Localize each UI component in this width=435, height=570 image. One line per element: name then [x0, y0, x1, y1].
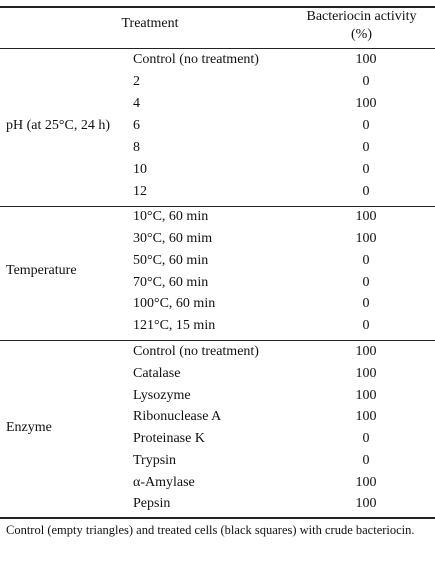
table-row-value: 0 [362, 318, 370, 333]
table-row-label: 30°C, 60 mim [133, 231, 213, 246]
table-row-label: 8 [133, 140, 140, 155]
table-row-value: 100 [355, 388, 377, 403]
table-row-label: Ribonuclease A [133, 409, 222, 424]
table-row-label: 100°C, 60 min [133, 296, 216, 311]
table-bottom-rule [0, 517, 435, 519]
table-row-label: Trypsin [133, 453, 177, 468]
table-top-rule [0, 6, 435, 8]
table-row-label: Pepsin [133, 496, 171, 511]
table-row-label: 70°C, 60 min [133, 275, 209, 290]
header-rule [0, 48, 435, 49]
table-row-label: 10°C, 60 min [133, 209, 209, 224]
header-treatment: Treatment [121, 16, 179, 31]
table-row-label: 121°C, 15 min [133, 318, 216, 333]
table-row-label: 4 [133, 96, 140, 111]
table-row-value: 0 [362, 296, 370, 311]
header-activity-line1: Bacteriocin activity [306, 9, 417, 24]
table-row-label: Lysozyme [133, 388, 191, 403]
group-label-ph: pH (at 25°C, 24 h) [6, 118, 110, 133]
table-row-value: 100 [355, 209, 377, 224]
table-row-value: 0 [362, 118, 370, 133]
table-row-label: α-Amylase [133, 475, 195, 490]
header-activity-line2: (%) [351, 27, 372, 42]
header-bacteriocin-activity: Bacteriocin activity (%) [288, 8, 435, 44]
table-row-label: Control (no treatment) [133, 52, 259, 67]
table-row-label: 2 [133, 74, 140, 89]
table-row-value: 100 [355, 409, 377, 424]
table-row-value: 100 [355, 231, 377, 246]
table-row-label: 10 [133, 162, 147, 177]
table-footnote: Control (empty triangles) and treated ce… [6, 523, 415, 537]
table-row-label: 12 [133, 184, 147, 199]
group-label-temperature: Temperature [6, 263, 77, 278]
table-row-label: Control (no treatment) [133, 344, 259, 359]
group-divider-rule [0, 206, 435, 207]
table-row-label: 50°C, 60 min [133, 253, 209, 268]
table-row-label: Catalase [133, 366, 181, 381]
table-row-value: 100 [355, 475, 377, 490]
table-row-value: 100 [355, 344, 377, 359]
group-label-enzyme: Enzyme [6, 420, 52, 435]
table-row-value: 0 [362, 253, 370, 268]
table-row-value: 100 [355, 496, 377, 511]
group-divider-rule [0, 340, 435, 341]
table-row-value: 100 [355, 52, 377, 67]
table-row-value: 100 [355, 366, 377, 381]
table-row-value: 100 [355, 96, 377, 111]
table-row-value: 0 [362, 162, 370, 177]
table-row-value: 0 [362, 275, 370, 290]
table-row-label: Proteinase K [133, 431, 205, 446]
table-row-value: 0 [362, 184, 370, 199]
table-row-label: 6 [133, 118, 140, 133]
table-row-value: 0 [362, 431, 370, 446]
table-row-value: 0 [362, 453, 370, 468]
table-row-value: 0 [362, 140, 370, 155]
table-row-value: 0 [362, 74, 370, 89]
